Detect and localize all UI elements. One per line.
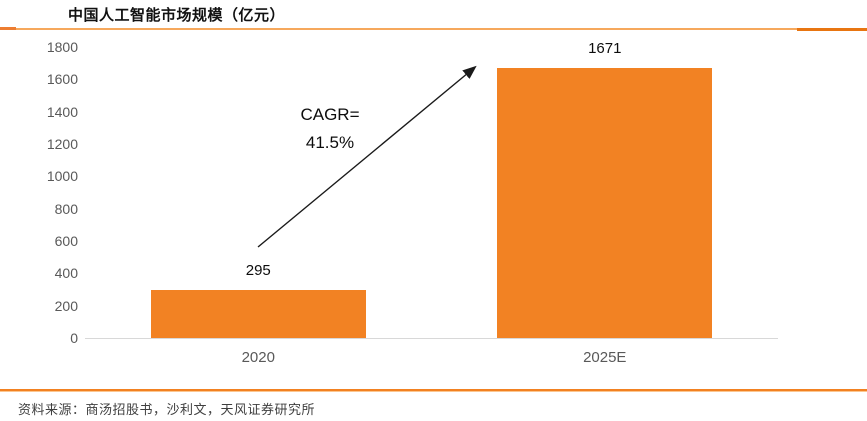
source-divider bbox=[0, 389, 867, 391]
bar-2020 bbox=[151, 290, 366, 338]
y-tick-label: 400 bbox=[54, 265, 78, 282]
x-axis-line bbox=[85, 338, 778, 339]
y-tick-label: 0 bbox=[70, 330, 78, 346]
y-tick-label: 1400 bbox=[46, 103, 78, 120]
title-divider-line bbox=[0, 28, 867, 30]
y-tick-label: 800 bbox=[54, 200, 78, 217]
cagr-annotation-line2: 41.5% bbox=[305, 133, 355, 152]
title-divider-left-accent bbox=[0, 27, 16, 30]
bar-2025E bbox=[497, 68, 712, 338]
y-tick-label: 1800 bbox=[46, 39, 78, 55]
y-tick-label: 200 bbox=[54, 297, 78, 314]
title-divider bbox=[0, 27, 867, 31]
y-tick-label: 600 bbox=[54, 233, 78, 249]
title-divider-right-accent bbox=[797, 28, 867, 31]
value-label-2020: 295 bbox=[245, 262, 271, 279]
cagr-annotation-line1: CAGR= bbox=[300, 105, 360, 124]
figure-title: 中国人工智能市场规模（亿元） bbox=[68, 7, 286, 24]
y-tick-label: 1200 bbox=[46, 136, 78, 152]
x-tick-label-2025E: 2025E bbox=[583, 349, 627, 366]
y-tick-label: 1000 bbox=[46, 168, 78, 185]
source-note: 资料来源：商汤招股书，沙利文，天风证券研究所 bbox=[18, 402, 316, 417]
cagr-annotation: CAGR= 41.5% bbox=[280, 101, 380, 157]
y-tick-label: 1600 bbox=[46, 71, 78, 88]
value-label-2025E: 1671 bbox=[588, 40, 622, 57]
x-tick-label-2020: 2020 bbox=[241, 349, 275, 366]
